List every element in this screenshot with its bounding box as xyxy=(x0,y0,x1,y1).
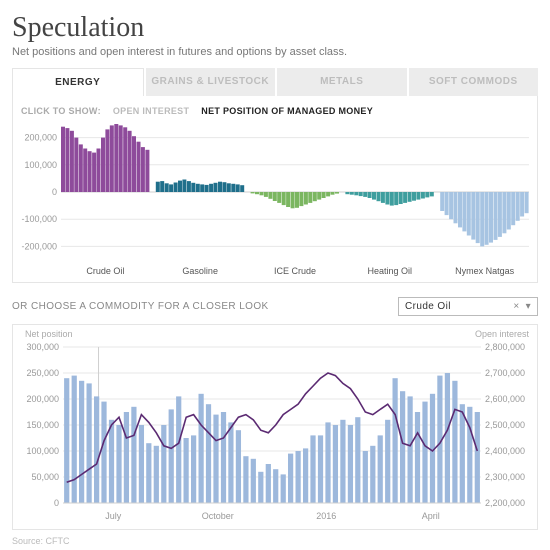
svg-text:0: 0 xyxy=(52,187,57,197)
svg-text:0: 0 xyxy=(54,498,59,508)
chart-legend: CLICK TO SHOW: OPEN INTEREST NET POSITIO… xyxy=(17,96,533,118)
tab-energy[interactable]: ENERGY xyxy=(12,68,144,96)
svg-text:200,000: 200,000 xyxy=(24,133,57,143)
tab-grains-livestock[interactable]: GRAINS & LIVESTOCK xyxy=(146,68,276,96)
svg-text:2,200,000: 2,200,000 xyxy=(485,498,525,508)
svg-text:150,000: 150,000 xyxy=(26,420,59,430)
tab-soft-commods[interactable]: SOFT COMMODS xyxy=(409,68,539,96)
svg-text:300,000: 300,000 xyxy=(26,342,59,352)
svg-text:Crude Oil: Crude Oil xyxy=(86,266,124,276)
legend-open-interest[interactable]: OPEN INTEREST xyxy=(113,106,189,116)
asset-class-tabs: ENERGY GRAINS & LIVESTOCK METALS SOFT CO… xyxy=(12,68,538,96)
svg-text:Net position: Net position xyxy=(25,329,73,339)
svg-text:2,700,000: 2,700,000 xyxy=(485,368,525,378)
legend-net-position[interactable]: NET POSITION OF MANAGED MONEY xyxy=(201,106,373,116)
legend-prefix: CLICK TO SHOW: xyxy=(21,106,101,116)
svg-text:250,000: 250,000 xyxy=(26,368,59,378)
dropdown-clear-icon[interactable]: × xyxy=(513,301,519,312)
chart-source: Source: CFTC xyxy=(12,530,538,546)
svg-text:200,000: 200,000 xyxy=(26,394,59,404)
svg-text:50,000: 50,000 xyxy=(31,472,59,482)
bottom-chart: Net position Open interest 0 50,000 100,000 1… xyxy=(17,325,533,525)
top-chart-container: CLICK TO SHOW: OPEN INTEREST NET POSITIO… xyxy=(12,96,538,283)
svg-text:ICE Crude: ICE Crude xyxy=(274,266,316,276)
page-title: Speculation xyxy=(12,12,538,44)
svg-text:-200,000: -200,000 xyxy=(21,241,57,251)
page-subtitle: Net positions and open interest in futur… xyxy=(12,46,538,58)
svg-text:-100,000: -100,000 xyxy=(21,214,57,224)
tab-metals[interactable]: METALS xyxy=(277,68,407,96)
svg-text:100,000: 100,000 xyxy=(24,160,57,170)
svg-text:Nymex Natgas: Nymex Natgas xyxy=(455,266,515,276)
dropdown-caret-icon[interactable]: ▾ xyxy=(526,301,531,312)
svg-text:2,500,000: 2,500,000 xyxy=(485,420,525,430)
svg-text:Heating Oil: Heating Oil xyxy=(368,266,413,276)
svg-text:2016: 2016 xyxy=(316,511,336,521)
svg-text:July: July xyxy=(105,511,122,521)
svg-text:April: April xyxy=(422,511,440,521)
svg-text:100,000: 100,000 xyxy=(26,446,59,456)
svg-text:Open interest: Open interest xyxy=(475,329,530,339)
commodity-dropdown[interactable]: Crude Oil × ▾ xyxy=(398,297,538,316)
svg-text:2,300,000: 2,300,000 xyxy=(485,472,525,482)
svg-text:2,600,000: 2,600,000 xyxy=(485,394,525,404)
svg-text:Gasoline: Gasoline xyxy=(182,266,218,276)
svg-text:2,800,000: 2,800,000 xyxy=(485,342,525,352)
top-chart: -200,000 -100,000 0 100,000 200,000 Crude Oil… xyxy=(17,118,533,278)
closer-look-label: OR CHOOSE A COMMODITY FOR A CLOSER LOOK xyxy=(12,301,269,312)
bottom-chart-container: Net position Open interest 0 50,000 100,000 1… xyxy=(12,324,538,530)
svg-text:2,400,000: 2,400,000 xyxy=(485,446,525,456)
svg-text:October: October xyxy=(202,511,234,521)
dropdown-selected: Crude Oil xyxy=(405,301,451,312)
